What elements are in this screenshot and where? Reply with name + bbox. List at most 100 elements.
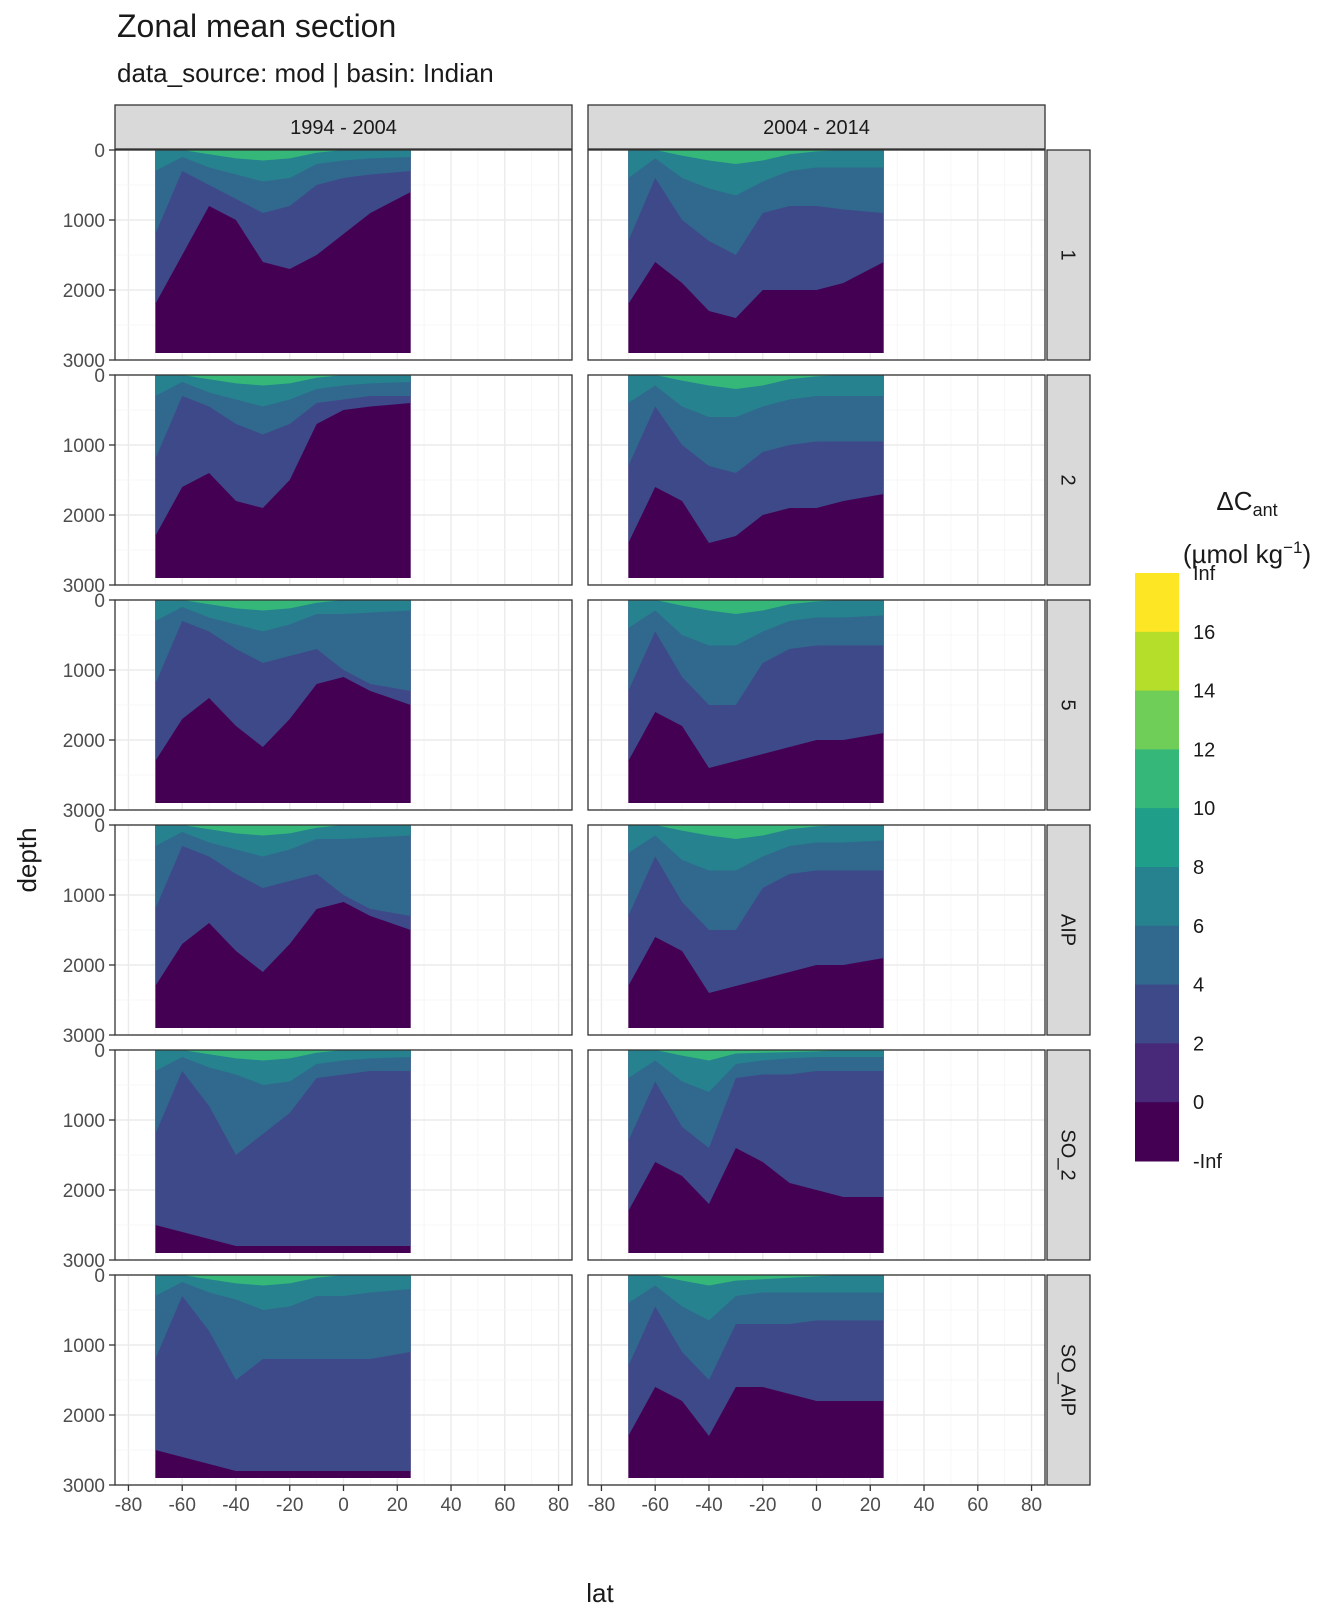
contour-band (628, 1275, 884, 1321)
x-tick-label: 0 (811, 1495, 822, 1516)
legend-keys: Inf 16 14 12 10 8 6 4 2 0 -Inf (1135, 563, 1222, 1173)
x-tick-label: 60 (967, 1495, 988, 1516)
facet-strip-right (1046, 824, 1091, 1036)
legend-label: 8 (1193, 857, 1204, 879)
contour-band (155, 825, 411, 857)
contour-band (155, 600, 411, 632)
contour-band (628, 150, 884, 196)
facet-strip-right (1046, 1049, 1091, 1261)
contour-band (155, 150, 411, 161)
contour-band (628, 150, 884, 164)
contour-band (155, 375, 411, 407)
y-tick-label: 1000 (63, 1336, 105, 1357)
panel-border (114, 824, 573, 1036)
contour-band (155, 1050, 411, 1085)
contour-band (155, 150, 411, 182)
legend-label: 4 (1193, 975, 1204, 997)
contour-band (628, 600, 884, 614)
x-tick-label: -80 (115, 1495, 142, 1516)
facet-panel (114, 1274, 573, 1486)
facet-strip-right-label: AIP (1057, 914, 1079, 946)
x-tick-label: -60 (641, 1495, 668, 1516)
x-tick-label: 60 (494, 1495, 515, 1516)
y-tick-label: 2000 (63, 956, 105, 977)
contour-band (155, 825, 411, 836)
contour-band (155, 375, 411, 536)
facet-strip-right (1046, 1274, 1091, 1486)
panel-border (114, 374, 573, 586)
x-tick-label: 20 (860, 1495, 881, 1516)
strips-layer: 1994 - 2004 2004 - 2014 1 2 5 AIP SO_2 SO_AIP (114, 104, 1091, 1486)
legend-key (1135, 573, 1179, 633)
contour-band (155, 1050, 411, 1155)
x-tick-label: -40 (222, 1495, 249, 1516)
facet-panel (587, 1049, 1046, 1261)
y-tick-label: 1000 (63, 661, 105, 682)
legend-key (1135, 690, 1179, 750)
facet-strip-right-label: SO_AIP (1057, 1344, 1079, 1416)
y-tick-label: 0 (94, 141, 105, 162)
x-tick-label: -40 (695, 1495, 722, 1516)
axes-layer: 0100020003000010002000300001000200030000… (63, 141, 1042, 1516)
y-tick-label: 0 (94, 366, 105, 387)
contour-band (155, 600, 411, 611)
contour-band (628, 1275, 884, 1286)
contour-band (628, 1050, 884, 1061)
x-axis-title: lat (586, 1578, 614, 1608)
contour-band (155, 150, 411, 234)
facet-panel (114, 1049, 573, 1261)
y-tick-label: 1000 (63, 211, 105, 232)
contour-band (628, 825, 884, 871)
legend-label: 2 (1193, 1033, 1204, 1055)
y-tick-label: 1000 (63, 886, 105, 907)
legend-key (1135, 1102, 1179, 1162)
chart-title: Zonal mean section (117, 8, 397, 44)
panel-border (587, 1049, 1046, 1261)
legend-unit-superscript: −1 (1283, 538, 1302, 557)
facet-panel (587, 599, 1046, 811)
x-tick-label: -20 (276, 1495, 303, 1516)
contour-band (628, 1050, 884, 1092)
x-tick-label: -80 (588, 1495, 615, 1516)
legend-key (1135, 984, 1179, 1044)
facet-strip-right-label: 1 (1057, 249, 1079, 260)
facet-panel (114, 824, 573, 1036)
x-tick-label: -20 (749, 1495, 776, 1516)
contour-band (628, 375, 884, 417)
legend-label: 0 (1193, 1092, 1204, 1114)
panel-border (587, 599, 1046, 811)
legend-unit-prefix: (µmol kg (1183, 539, 1283, 569)
y-axis-title: depth (12, 827, 42, 892)
y-tick-label: 1000 (63, 436, 105, 457)
legend-key (1135, 749, 1179, 809)
legend-title-main: ΔC (1216, 486, 1252, 516)
y-tick-label: 3000 (63, 576, 105, 597)
contour-band (628, 825, 884, 839)
x-tick-label: 80 (548, 1495, 569, 1516)
contour-band (155, 1275, 411, 1380)
legend-key (1135, 867, 1179, 927)
facet-strip-top (587, 104, 1046, 150)
contour-band (155, 1050, 411, 1061)
facet-strip-top (114, 104, 573, 150)
panel-border (587, 374, 1046, 586)
legend: ΔCant (µmol kg−1) Inf 16 14 12 10 8 6 4 2 0 -Inf (1135, 486, 1311, 1173)
y-tick-label: 3000 (63, 1251, 105, 1272)
x-tick-label: 20 (387, 1495, 408, 1516)
x-tick-label: -60 (168, 1495, 195, 1516)
panel-border (587, 824, 1046, 1036)
y-tick-label: 2000 (63, 506, 105, 527)
legend-unit: (µmol kg−1) (1183, 538, 1311, 569)
facet-panel (587, 824, 1046, 1036)
facet-panel (587, 1274, 1046, 1486)
facet-strip-top-label: 2004 - 2014 (763, 117, 870, 139)
contour-band (155, 1275, 411, 1286)
panel-border (114, 1049, 573, 1261)
y-tick-label: 2000 (63, 281, 105, 302)
facet-panel (114, 374, 573, 586)
y-tick-label: 3000 (63, 1476, 105, 1497)
facet-strip-right (1046, 374, 1091, 586)
legend-label: Inf (1193, 563, 1216, 585)
facet-strip-right (1046, 599, 1091, 811)
